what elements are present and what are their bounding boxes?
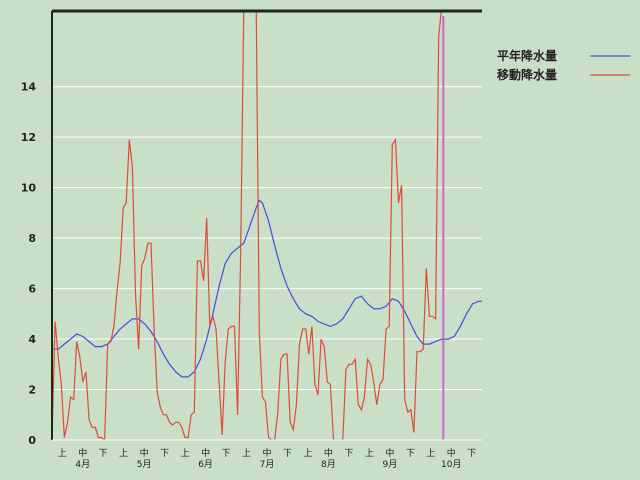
- x-month-label-1: 5月: [137, 459, 152, 470]
- grid: [52, 86, 482, 391]
- series-lines: [52, 11, 482, 440]
- x-month-label-6: 10月: [441, 459, 461, 470]
- y-tick-label-6: 12: [21, 131, 36, 144]
- y-tick-label-4: 8: [28, 232, 36, 245]
- x-dekad-label-9: 上: [242, 448, 251, 459]
- x-dekad-label-3: 上: [119, 448, 128, 459]
- x-dekad-label-5: 下: [160, 449, 169, 459]
- y-axis-ticks: 0 2 4 6 8 10 12 14: [21, 81, 37, 447]
- x-dekad-label-0: 上: [58, 448, 67, 459]
- x-dekad-label-20: 下: [467, 449, 476, 459]
- x-month-label-3: 7月: [260, 459, 275, 470]
- x-dekad-label-15: 上: [365, 448, 374, 459]
- x-dekad-label-8: 下: [222, 449, 231, 459]
- series-line-0: [52, 199, 482, 378]
- x-dekad-label-12: 上: [303, 448, 312, 459]
- x-dekad-label-17: 下: [406, 449, 415, 459]
- x-dekad-label-18: 上: [426, 448, 435, 459]
- x-axis-ticks: 上中下4月上中下5月上中下6月上中下7月上中下8月上中下9月上中下10月: [58, 447, 477, 470]
- x-dekad-label-19: 中: [447, 447, 456, 459]
- x-dekad-label-6: 上: [181, 448, 190, 459]
- y-tick-label-7: 14: [21, 81, 37, 94]
- x-month-label-2: 6月: [198, 459, 213, 470]
- x-dekad-label-10: 中: [262, 447, 271, 459]
- x-dekad-label-4: 中: [140, 447, 149, 459]
- y-tick-label-0: 0: [28, 434, 36, 447]
- x-dekad-label-16: 中: [385, 447, 394, 459]
- x-dekad-label-14: 下: [344, 449, 353, 459]
- x-month-label-5: 9月: [382, 459, 397, 470]
- x-month-label-4: 8月: [321, 459, 336, 470]
- y-tick-label-5: 10: [21, 182, 37, 195]
- legend-label-1: 移動降水量: [497, 67, 557, 82]
- x-month-label-0: 4月: [75, 459, 90, 470]
- y-tick-label-3: 6: [28, 283, 36, 296]
- plot-frame: [51, 9, 482, 441]
- y-tick-label-2: 4: [28, 333, 36, 346]
- y-tick-label-1: 2: [28, 384, 36, 397]
- x-dekad-label-13: 中: [324, 447, 333, 459]
- series-line-1: [52, 11, 442, 440]
- x-dekad-label-1: 中: [78, 447, 87, 459]
- x-dekad-label-2: 下: [99, 449, 108, 459]
- legend-label-0: 平年降水量: [497, 48, 557, 63]
- x-dekad-label-11: 下: [283, 449, 292, 459]
- x-dekad-label-7: 中: [201, 447, 210, 459]
